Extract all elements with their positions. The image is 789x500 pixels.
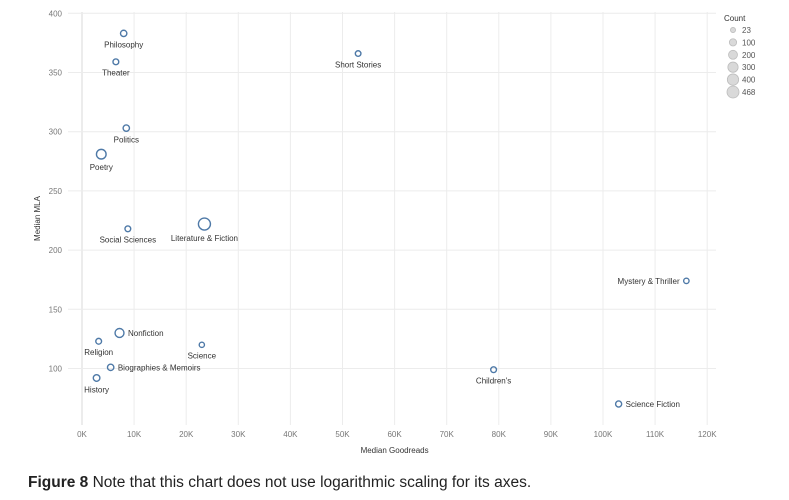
- legend-entry-label: 300: [742, 63, 756, 72]
- data-point: [354, 50, 362, 58]
- point-label: Philosophy: [104, 41, 143, 50]
- axes-layer: 0K 10K 20K 30K 40K 50K 60K 70K 80K 90K 100K 110K 120…: [33, 9, 717, 455]
- x-tick-label: 110K: [646, 430, 665, 439]
- data-point: [198, 341, 206, 349]
- labels-layer: Philosophy Theater Short Stories Politics Po…: [84, 41, 680, 409]
- legend-entry-label: 200: [742, 51, 756, 60]
- x-tick-label: 30K: [231, 430, 246, 439]
- data-point: [112, 58, 120, 66]
- point-label: Politics: [114, 135, 139, 144]
- legend-size-marker: [730, 27, 736, 33]
- x-tick-label: 20K: [179, 430, 194, 439]
- point-label: Children's: [476, 377, 511, 386]
- point-label: Biographies & Memoirs: [118, 363, 201, 372]
- point-label: Science: [188, 351, 217, 360]
- legend-entry-label: 23: [742, 26, 751, 35]
- figure-caption: Figure 8 Note that this chart does not u…: [28, 474, 531, 492]
- grid-layer: [68, 12, 716, 425]
- point-label: Literature & Fiction: [171, 234, 238, 243]
- y-tick-label: 300: [49, 128, 63, 137]
- data-point: [197, 217, 212, 231]
- point-label: Mystery & Thriller: [618, 277, 680, 286]
- point-label: History: [84, 385, 109, 394]
- y-tick-label: 100: [49, 365, 63, 374]
- y-tick-label: 400: [49, 9, 63, 18]
- data-point: [95, 148, 107, 160]
- x-axis-title: Median Goodreads: [361, 446, 429, 455]
- x-tick-label: 10K: [127, 430, 142, 439]
- y-tick-label: 200: [49, 246, 63, 255]
- y-tick-label: 350: [49, 69, 63, 78]
- data-point: [106, 363, 115, 372]
- y-tick-label: 250: [49, 187, 63, 196]
- x-tick-label: 0K: [77, 430, 87, 439]
- data-point: [682, 277, 690, 285]
- legend-entry-label: 468: [742, 88, 756, 97]
- legend-title: Count: [724, 14, 746, 23]
- point-label: Social Sciences: [100, 236, 156, 245]
- x-tick-label: 80K: [492, 430, 507, 439]
- data-point: [122, 124, 131, 133]
- x-tick-label: 90K: [544, 430, 559, 439]
- point-label: Religion: [84, 348, 113, 357]
- chart-svg: 0K 10K 20K 30K 40K 50K 60K 70K 80K 90K 100K 110K 120…: [33, 9, 756, 455]
- caption-text: Note that this chart does not use logari…: [88, 474, 532, 491]
- point-label: Poetry: [90, 163, 113, 172]
- data-point: [124, 225, 132, 233]
- size-legend: Count 23 100 200 300 400 468: [724, 14, 756, 99]
- legend-entry-label: 100: [742, 38, 756, 47]
- y-axis-title: Median MLA: [33, 195, 42, 241]
- point-label: Science Fiction: [626, 400, 680, 409]
- data-point: [92, 373, 101, 382]
- data-point: [119, 29, 128, 38]
- legend-size-marker: [726, 73, 740, 86]
- x-tick-label: 40K: [283, 430, 298, 439]
- y-tick-label: 150: [49, 305, 63, 314]
- point-label: Short Stories: [335, 60, 381, 69]
- points-layer: [92, 29, 690, 408]
- legend-size-marker: [728, 49, 738, 60]
- data-point: [95, 337, 103, 345]
- legend-size-marker: [728, 38, 738, 47]
- x-tick-label: 50K: [335, 430, 350, 439]
- x-tick-label: 120K: [698, 430, 717, 439]
- legend-entry-label: 400: [742, 76, 756, 85]
- data-point: [614, 400, 623, 408]
- x-tick-label: 100K: [594, 430, 613, 439]
- caption-label: Figure 8: [28, 474, 89, 491]
- data-point: [490, 366, 498, 374]
- x-tick-label: 60K: [387, 430, 402, 439]
- legend-size-marker: [727, 61, 739, 73]
- point-label: Theater: [102, 69, 130, 78]
- legend-size-marker: [726, 85, 740, 99]
- data-point: [114, 327, 125, 339]
- point-label: Nonfiction: [128, 329, 164, 338]
- x-tick-label: 70K: [440, 430, 455, 439]
